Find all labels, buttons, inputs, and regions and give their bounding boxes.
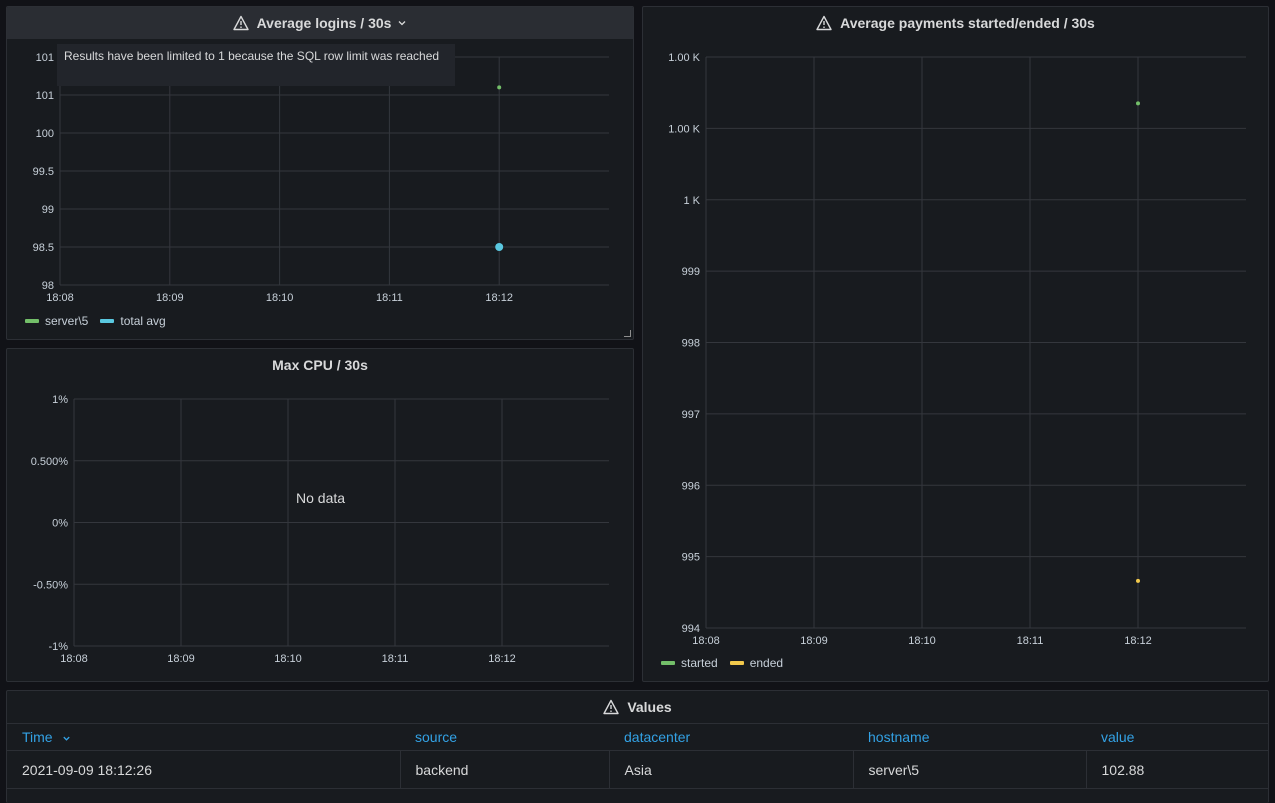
y-tick-label: -1% bbox=[48, 641, 68, 653]
panel-title[interactable]: Average payments started/ended / 30s bbox=[840, 15, 1095, 31]
y-tick-label: 101 bbox=[36, 90, 54, 102]
legend-item-ended[interactable]: ended bbox=[729, 656, 784, 670]
panel-header-logins[interactable]: Average logins / 30s bbox=[7, 7, 633, 39]
legend-swatch bbox=[25, 319, 39, 323]
table-cell-datacenter: Asia bbox=[609, 750, 854, 789]
table-cell-hostname: server\5 bbox=[853, 750, 1087, 789]
x-tick-label: 18:10 bbox=[908, 635, 936, 647]
legend-swatch bbox=[729, 661, 744, 665]
x-tick-label: 18:09 bbox=[800, 635, 828, 647]
y-tick-label: -0.50% bbox=[33, 579, 68, 591]
y-tick-label: 999 bbox=[682, 266, 700, 278]
warning-icon[interactable] bbox=[816, 15, 832, 31]
no-data-message: No data bbox=[296, 490, 346, 506]
legend: server\5 total avg bbox=[25, 314, 166, 328]
legend-label: total avg bbox=[120, 314, 166, 328]
y-tick-label: 1.00 K bbox=[668, 52, 700, 64]
table-cell-source: backend bbox=[400, 750, 610, 789]
panel-header-values[interactable]: Values bbox=[7, 691, 1268, 723]
table-row: 2021-09-09 18:12:26 backend Asia server\… bbox=[7, 750, 1268, 789]
legend-swatch bbox=[661, 661, 675, 665]
column-header-datacenter[interactable]: datacenter bbox=[609, 723, 853, 751]
legend-item-server5[interactable]: server\5 bbox=[25, 314, 88, 328]
sort-chevron-down-icon[interactable] bbox=[62, 734, 71, 743]
x-tick-label: 18:12 bbox=[485, 292, 513, 304]
column-header-time[interactable]: Time bbox=[7, 723, 400, 751]
panel-max-cpu: Max CPU / 30s -1% -0.50% 0% 0.500% 1% 18:08 18… bbox=[6, 348, 634, 682]
column-header-source[interactable]: source bbox=[400, 723, 609, 751]
legend-swatch bbox=[100, 319, 115, 323]
panel-average-payments: Average payments started/ended / 30s 994… bbox=[642, 6, 1269, 682]
x-tick-label: 18:11 bbox=[1017, 635, 1044, 647]
resize-handle[interactable] bbox=[624, 330, 631, 337]
values-table: Time source datacenter hostname value 20… bbox=[7, 723, 1268, 789]
y-tick-label: 1 K bbox=[683, 195, 700, 207]
y-tick-label: 99.5 bbox=[33, 166, 54, 178]
logins-chart: 98 98.5 99 99.5 100 101 101 18:08 18:09 18:10 18:1… bbox=[33, 52, 609, 304]
x-tick-label: 18:09 bbox=[156, 292, 184, 304]
y-tick-label: 1.00 K bbox=[668, 123, 700, 135]
data-point bbox=[495, 243, 504, 251]
panel-title[interactable]: Values bbox=[627, 699, 672, 715]
legend-label: started bbox=[681, 656, 718, 670]
table-header-row: Time source datacenter hostname value bbox=[7, 723, 1268, 751]
panel-average-logins: Average logins / 30s Results have been l… bbox=[6, 6, 634, 340]
chevron-down-icon[interactable] bbox=[397, 18, 407, 28]
panel-title[interactable]: Average logins / 30s bbox=[256, 15, 392, 31]
column-header-hostname[interactable]: hostname bbox=[853, 723, 1086, 751]
x-tick-label: 18:12 bbox=[1124, 635, 1152, 647]
y-tick-label: 997 bbox=[682, 409, 700, 421]
payments-chart: 994 995 996 997 998 999 1 K 1.00 K 1.00 K 18:08 18… bbox=[668, 52, 1246, 647]
y-tick-label: 996 bbox=[682, 480, 700, 492]
y-tick-label: 0.500% bbox=[31, 456, 69, 468]
x-tick-label: 18:11 bbox=[382, 653, 409, 665]
cpu-chart: -1% -0.50% 0% 0.500% 1% 18:08 18:09 18:10 18:11 1… bbox=[31, 394, 609, 665]
warning-icon[interactable] bbox=[232, 15, 249, 31]
legend: started ended bbox=[661, 656, 783, 670]
column-header-label: Time bbox=[22, 729, 53, 745]
y-tick-label: 101 bbox=[36, 52, 54, 64]
y-tick-label: 100 bbox=[36, 128, 54, 140]
legend-label: server\5 bbox=[45, 314, 89, 328]
legend-label: ended bbox=[749, 656, 784, 670]
x-tick-label: 18:10 bbox=[274, 653, 302, 665]
x-tick-label: 18:09 bbox=[167, 653, 195, 665]
y-tick-label: 995 bbox=[682, 552, 700, 564]
table-cell-time: 2021-09-09 18:12:26 bbox=[7, 750, 401, 789]
x-tick-label: 18:11 bbox=[376, 292, 403, 304]
panel-header-payments[interactable]: Average payments started/ended / 30s bbox=[643, 7, 1268, 39]
data-point bbox=[497, 85, 502, 90]
y-tick-label: 994 bbox=[682, 623, 700, 635]
panel-title[interactable]: Max CPU / 30s bbox=[272, 357, 368, 373]
table-cell-value: 102.88 bbox=[1086, 750, 1268, 789]
warning-icon[interactable] bbox=[603, 699, 620, 715]
column-header-value[interactable]: value bbox=[1086, 723, 1268, 751]
y-tick-label: 99 bbox=[42, 204, 54, 216]
panel-values: Values Time source datacenter hostname v… bbox=[6, 690, 1269, 803]
legend-item-started[interactable]: started bbox=[661, 656, 718, 670]
y-tick-label: 98.5 bbox=[33, 242, 54, 254]
data-point bbox=[1136, 101, 1140, 106]
x-tick-label: 18:08 bbox=[60, 653, 88, 665]
y-tick-label: 0% bbox=[52, 518, 68, 530]
x-tick-label: 18:08 bbox=[46, 292, 74, 304]
x-tick-label: 18:12 bbox=[488, 653, 516, 665]
y-tick-label: 1% bbox=[52, 394, 68, 406]
legend-item-total-avg[interactable]: total avg bbox=[100, 314, 166, 328]
row-limit-tooltip: Results have been limited to 1 because t… bbox=[57, 44, 455, 86]
x-tick-label: 18:08 bbox=[692, 635, 720, 647]
panel-header-cpu[interactable]: Max CPU / 30s bbox=[7, 349, 633, 381]
x-tick-label: 18:10 bbox=[266, 292, 294, 304]
y-tick-label: 98 bbox=[42, 280, 54, 292]
y-tick-label: 998 bbox=[682, 338, 700, 350]
data-point bbox=[1136, 578, 1140, 583]
